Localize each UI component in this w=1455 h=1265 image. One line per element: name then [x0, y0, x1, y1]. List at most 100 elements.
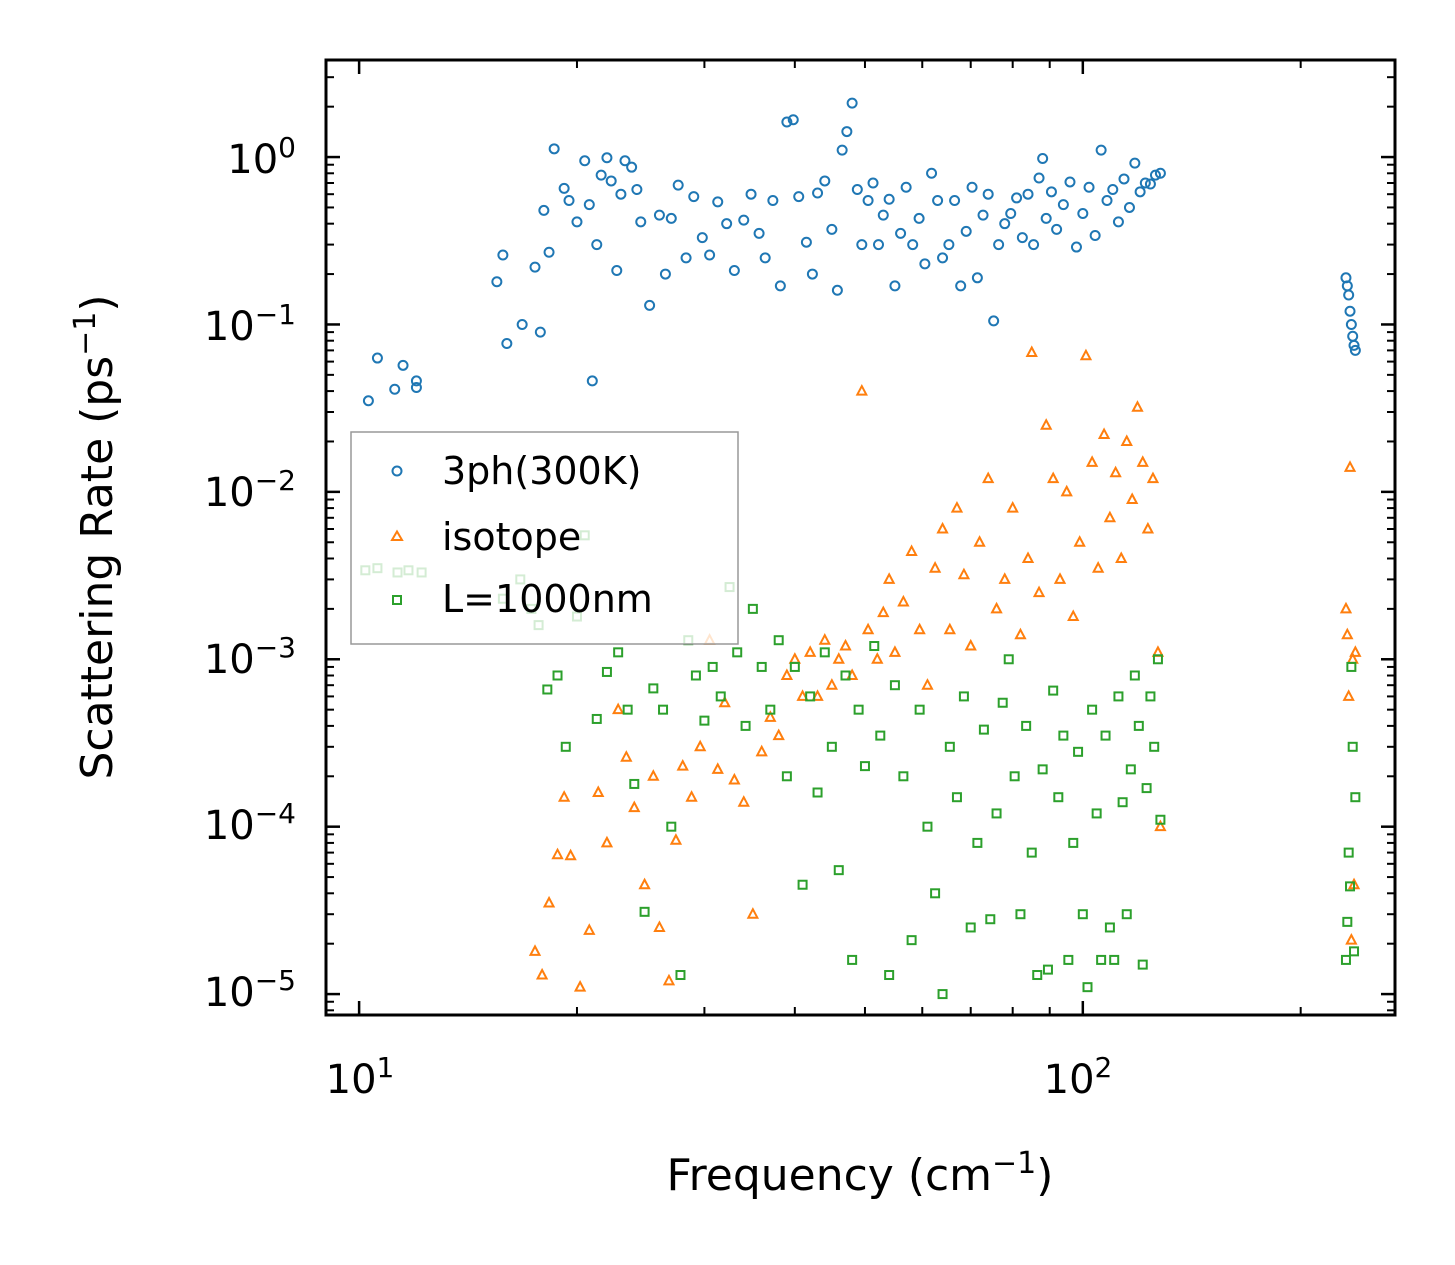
data-point-circle: [1070, 241, 1082, 253]
data-point-circle: [826, 223, 838, 235]
data-point-triangle: [1006, 500, 1019, 513]
data-point-triangle: [647, 769, 660, 781]
data-point-circle: [538, 204, 550, 216]
data-point-circle: [846, 97, 858, 109]
data-point-circle: [812, 187, 824, 199]
data-point-circle: [1033, 172, 1045, 184]
data-point-circle: [937, 252, 949, 264]
y-tick-label: 10−2: [204, 464, 296, 517]
data-point-square: [1113, 691, 1124, 702]
data-point-triangle: [973, 535, 986, 547]
data-point-circle: [1011, 192, 1023, 204]
data-point-circle: [728, 265, 740, 277]
data-point-triangle: [573, 980, 587, 992]
data-point-triangle: [772, 728, 785, 741]
data-point-circle: [619, 155, 631, 167]
data-point-circle: [1349, 344, 1361, 356]
data-point-circle: [955, 280, 967, 292]
y-tick-label: 10−1: [204, 298, 296, 351]
data-point-triangle: [746, 907, 760, 919]
data-point-circle: [635, 216, 647, 228]
data-point-circle: [605, 175, 617, 187]
data-point-circle: [977, 209, 989, 221]
data-point-square: [958, 691, 969, 702]
data-point-triangle: [1342, 689, 1355, 701]
data-point-circle: [1083, 181, 1095, 193]
data-point-circle: [806, 268, 818, 280]
data-point-circle: [595, 169, 607, 181]
data-point-square: [756, 661, 767, 672]
data-point-circle: [889, 280, 901, 292]
data-point-square: [675, 970, 686, 981]
data-point-square: [1077, 909, 1088, 920]
data-point-circle: [501, 337, 513, 349]
data-point-circle: [1348, 339, 1360, 351]
data-point-square: [1003, 654, 1014, 665]
data-point-circle: [1144, 178, 1156, 190]
data-point-triangle: [711, 762, 724, 774]
data-point-square: [1349, 946, 1360, 957]
data-point-circle: [659, 268, 671, 280]
legend-marker-square: [392, 595, 402, 605]
data-point-square: [740, 720, 751, 731]
data-point-circle: [1037, 153, 1049, 165]
data-point-circle: [516, 318, 528, 330]
data-point-triangle: [728, 772, 741, 785]
series-triangle: [528, 345, 1362, 992]
data-point-triangle: [1120, 434, 1133, 446]
data-point-square: [765, 704, 776, 715]
x-tick-label: 101: [326, 1051, 395, 1104]
series-circle: [362, 97, 1361, 407]
data-point-triangle: [897, 594, 910, 607]
data-point-circle: [993, 239, 1005, 251]
data-point-square: [542, 684, 553, 695]
data-point-square: [951, 792, 962, 803]
data-point-square: [1340, 954, 1351, 965]
data-point-triangle: [1131, 400, 1144, 412]
data-point-square: [1058, 730, 1069, 741]
data-point-square: [1087, 704, 1098, 715]
y-tick-label: 100: [227, 131, 296, 184]
data-point-circle: [1095, 144, 1107, 156]
data-point-circle: [591, 239, 603, 251]
data-point-circle: [1064, 176, 1076, 188]
data-point-square: [601, 666, 612, 677]
data-point-triangle: [796, 689, 809, 701]
data-point-triangle: [1341, 627, 1354, 640]
data-point-triangle: [1053, 572, 1067, 584]
data-point-circle: [856, 239, 868, 251]
data-point-triangle: [825, 678, 839, 690]
data-point-triangle: [1060, 484, 1073, 497]
data-point-square: [819, 647, 830, 658]
data-point-circle: [631, 184, 643, 196]
series-square: [360, 530, 1361, 1000]
data-point-square: [1137, 959, 1148, 970]
data-point-square: [781, 771, 792, 782]
data-point-circle: [529, 261, 541, 273]
data-point-square: [715, 691, 726, 702]
data-point-square: [1133, 720, 1144, 731]
data-point-triangle: [1032, 585, 1046, 598]
data-point-square: [833, 865, 844, 876]
data-point-circle: [397, 359, 409, 371]
data-point-circle: [759, 252, 771, 264]
data-point-square: [1096, 954, 1107, 965]
data-point-circle: [1051, 223, 1063, 235]
data-point-square: [1343, 847, 1354, 858]
data-point-triangle: [551, 847, 564, 860]
data-point-circle: [1045, 186, 1057, 198]
data-point-circle: [999, 218, 1011, 230]
data-point-triangle: [1136, 455, 1149, 467]
data-point-square: [930, 888, 941, 899]
data-point-circle: [907, 239, 919, 251]
data-point-circle: [800, 236, 812, 248]
data-point-square: [699, 715, 710, 726]
data-point-triangle: [928, 561, 942, 573]
data-point-square: [972, 837, 983, 848]
data-point-circle: [665, 212, 677, 224]
data-point-triangle: [653, 920, 666, 932]
data-point-square: [1042, 964, 1053, 975]
data-point-triangle: [871, 652, 884, 664]
data-point-circle: [583, 199, 595, 211]
